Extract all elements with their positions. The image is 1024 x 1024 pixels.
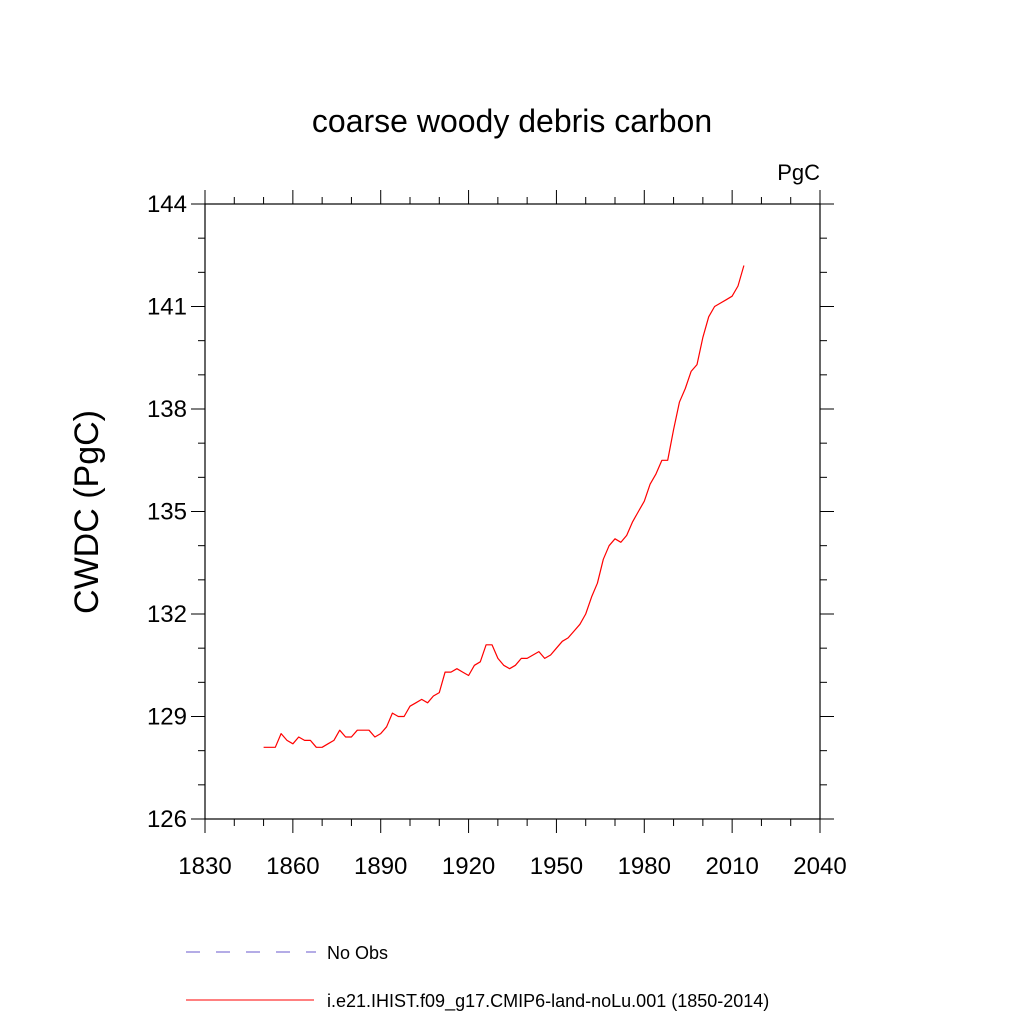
legend-label-model: i.e21.IHIST.f09_g17.CMIP6-land-noLu.001 … [327, 991, 769, 1012]
axis-ticks [191, 190, 834, 833]
y-tick-label: 138 [147, 396, 187, 423]
y-tick-label: 135 [147, 499, 187, 526]
series-line [263, 265, 745, 748]
x-tick-label: 2040 [793, 853, 846, 880]
legend-label-no-obs: No Obs [327, 943, 388, 963]
x-tick-label: 1950 [530, 853, 583, 880]
y-tick-labels: 126 129 132 135 138 141 144 [147, 191, 187, 833]
x-tick-label: 1980 [618, 853, 671, 880]
plot-frame [204, 203, 821, 820]
series-layer [263, 265, 745, 748]
x-tick-label: 1860 [266, 853, 319, 880]
x-tick-labels: 1830 1860 1890 1920 1950 1980 2010 2040 [178, 853, 846, 880]
y-axis-label: CWDC (PgC) [68, 410, 106, 614]
y-tick-label: 141 [147, 294, 187, 321]
x-tick-label: 2010 [705, 853, 758, 880]
x-tick-label: 1920 [442, 853, 495, 880]
y-tick-label: 132 [147, 601, 187, 628]
y-tick-label: 126 [147, 806, 187, 833]
legend: No Obs i.e21.IHIST.f09_g17.CMIP6-land-no… [186, 943, 769, 1012]
y-tick-label: 129 [147, 704, 187, 731]
x-tick-label: 1890 [354, 853, 407, 880]
y-tick-label: 144 [147, 191, 187, 218]
chart-title: coarse woody debris carbon [312, 103, 712, 139]
x-tick-label: 1830 [178, 853, 231, 880]
units-label: PgC [777, 160, 820, 185]
